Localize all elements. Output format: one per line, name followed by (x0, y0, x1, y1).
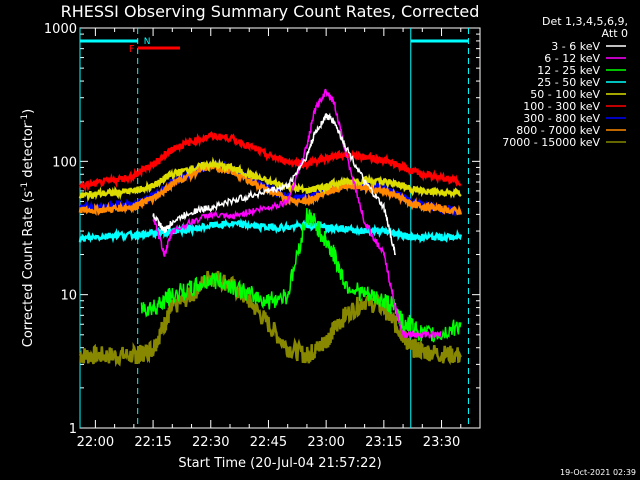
y-tick-label: 1000 (44, 22, 77, 37)
y-axis-label-exponent: -1 (20, 182, 30, 191)
legend-entry-label: 6 - 12 keV (544, 52, 600, 65)
x-tick-label: 22:00 (77, 435, 114, 450)
legend-header: Det 1,3,4,5,6,9, (542, 15, 628, 28)
night-label: N (144, 37, 151, 47)
legend-entry-label: 12 - 25 keV (537, 64, 600, 77)
x-tick-label: 22:30 (192, 435, 229, 450)
timestamp: 19-Oct-2021 02:39 (560, 468, 636, 477)
y-tick-label: 100 (52, 155, 77, 170)
x-tick-label: 22:45 (250, 435, 287, 450)
legend-entry-label: 100 - 300 keV (523, 100, 600, 113)
axes-labels: 1 10 100 1000 22:00 22:15 22:30 22:45 23:00 23:15… (20, 22, 460, 450)
y-axis-label-exponent: -1 (20, 114, 30, 123)
series-1-line (152, 88, 442, 340)
y-tick-label: 1 (69, 422, 77, 437)
legend-entry-label: 25 - 50 keV (537, 76, 600, 89)
y-tick-label: 10 (60, 289, 77, 304)
series-2-line (140, 207, 462, 343)
x-axis-label: Start Time (20-Jul-04 21:57:22) (178, 456, 381, 471)
y-axis-label-part: Corrected Count Rate (s (21, 191, 36, 348)
legend-header: Att 0 (602, 27, 628, 40)
series-3-line (78, 217, 463, 244)
legend-entry-label: 800 - 7000 keV (516, 124, 600, 137)
series-layer (78, 88, 463, 368)
legend-entry-label: 50 - 100 keV (530, 88, 600, 101)
flare-label: F (129, 44, 135, 55)
y-axis-label-part: detector (21, 122, 36, 182)
chart-title: RHESSI Observing Summary Count Rates, Co… (61, 2, 480, 21)
y-axis-label-part: ) (21, 109, 36, 114)
series-8-line (78, 270, 462, 368)
series-5-line (78, 131, 462, 193)
x-tick-label: 23:00 (307, 435, 344, 450)
legend-entry-label: 7000 - 15000 keV (502, 136, 600, 149)
y-axis-label: Corrected Count Rate (s-1 detector-1) (20, 109, 36, 347)
legend-entry-label: 300 - 800 keV (523, 112, 600, 125)
x-tick-label: 23:15 (365, 435, 402, 450)
x-tick-label: 23:30 (423, 435, 460, 450)
legend-entry-label: 3 - 6 keV (551, 40, 600, 53)
x-tick-label: 22:15 (134, 435, 171, 450)
series-0-line (152, 112, 397, 256)
